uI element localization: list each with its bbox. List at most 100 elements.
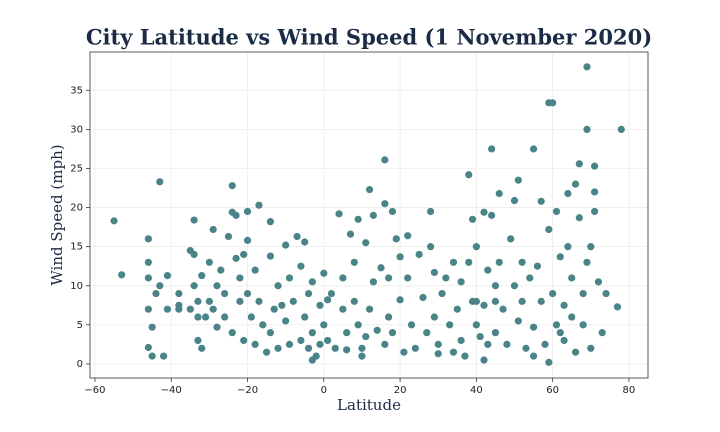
- point: [144, 258, 152, 266]
- point: [190, 216, 198, 224]
- point: [160, 352, 168, 360]
- point: [301, 238, 309, 246]
- point: [575, 214, 583, 222]
- point: [346, 230, 355, 238]
- point: [209, 225, 217, 234]
- point: [324, 296, 332, 304]
- point: [285, 340, 294, 348]
- point: [350, 258, 358, 266]
- point: [266, 329, 275, 337]
- point: [205, 258, 213, 266]
- point: [228, 182, 236, 190]
- point: [484, 266, 492, 274]
- point: [556, 253, 564, 261]
- point: [217, 266, 225, 274]
- point: [156, 178, 164, 186]
- point: [411, 344, 419, 352]
- point: [354, 215, 362, 223]
- point: [522, 344, 530, 352]
- point: [583, 63, 591, 71]
- point: [533, 262, 541, 270]
- point: [602, 289, 610, 298]
- point: [613, 303, 622, 311]
- point: [461, 352, 469, 360]
- point: [175, 305, 183, 313]
- x-tick-label: 40: [470, 385, 483, 396]
- y-tick-label: 10: [70, 281, 83, 292]
- point: [144, 343, 152, 352]
- point: [209, 305, 217, 313]
- plot-frame: [89, 51, 649, 379]
- point: [514, 317, 522, 325]
- point: [465, 171, 473, 179]
- point: [480, 301, 488, 309]
- point: [221, 289, 229, 298]
- point: [343, 329, 351, 337]
- point: [491, 297, 500, 305]
- point: [442, 274, 450, 282]
- point: [381, 340, 389, 348]
- point: [365, 185, 374, 194]
- point: [617, 125, 625, 133]
- point: [198, 344, 206, 352]
- point: [144, 235, 152, 243]
- point: [266, 252, 275, 260]
- y-axis-label: Wind Speed (mph): [48, 144, 66, 285]
- y-tick-label: 0: [77, 359, 83, 370]
- point: [587, 344, 595, 352]
- point: [480, 356, 488, 364]
- point: [415, 250, 423, 259]
- point: [148, 323, 156, 331]
- point: [529, 145, 538, 153]
- point: [255, 201, 263, 209]
- point: [358, 344, 366, 352]
- point: [293, 232, 301, 241]
- y-tick-label: 35: [70, 85, 83, 96]
- point: [297, 262, 305, 270]
- point: [396, 296, 404, 304]
- point: [537, 297, 545, 305]
- point: [163, 271, 172, 280]
- point: [110, 217, 118, 225]
- point: [388, 329, 397, 337]
- point: [392, 235, 400, 243]
- point: [243, 207, 252, 216]
- point: [484, 340, 492, 348]
- point: [224, 232, 233, 241]
- point: [144, 305, 152, 313]
- point: [491, 282, 500, 290]
- point: [205, 297, 213, 305]
- point: [446, 321, 454, 329]
- point: [552, 321, 561, 329]
- point: [259, 321, 267, 329]
- x-tick-label: −20: [237, 385, 258, 396]
- y-tick-label: 5: [77, 320, 83, 331]
- point: [404, 232, 412, 240]
- point: [373, 326, 381, 334]
- point: [118, 271, 126, 279]
- point: [564, 243, 572, 251]
- point: [514, 176, 522, 184]
- x-tick-label: 60: [546, 385, 559, 396]
- y-tick-label: 15: [70, 242, 83, 253]
- point: [362, 239, 370, 247]
- point: [335, 210, 343, 218]
- point: [526, 274, 534, 282]
- point: [434, 340, 442, 348]
- point: [228, 329, 236, 337]
- point: [350, 297, 358, 305]
- point: [339, 305, 347, 313]
- point: [510, 196, 519, 205]
- point: [537, 197, 545, 205]
- point: [270, 305, 278, 313]
- point: [316, 340, 324, 348]
- point: [365, 305, 374, 313]
- point: [434, 350, 442, 358]
- point: [251, 340, 259, 348]
- point: [472, 243, 480, 251]
- point: [430, 268, 439, 277]
- point: [518, 297, 526, 305]
- point: [453, 305, 461, 313]
- point: [232, 211, 240, 219]
